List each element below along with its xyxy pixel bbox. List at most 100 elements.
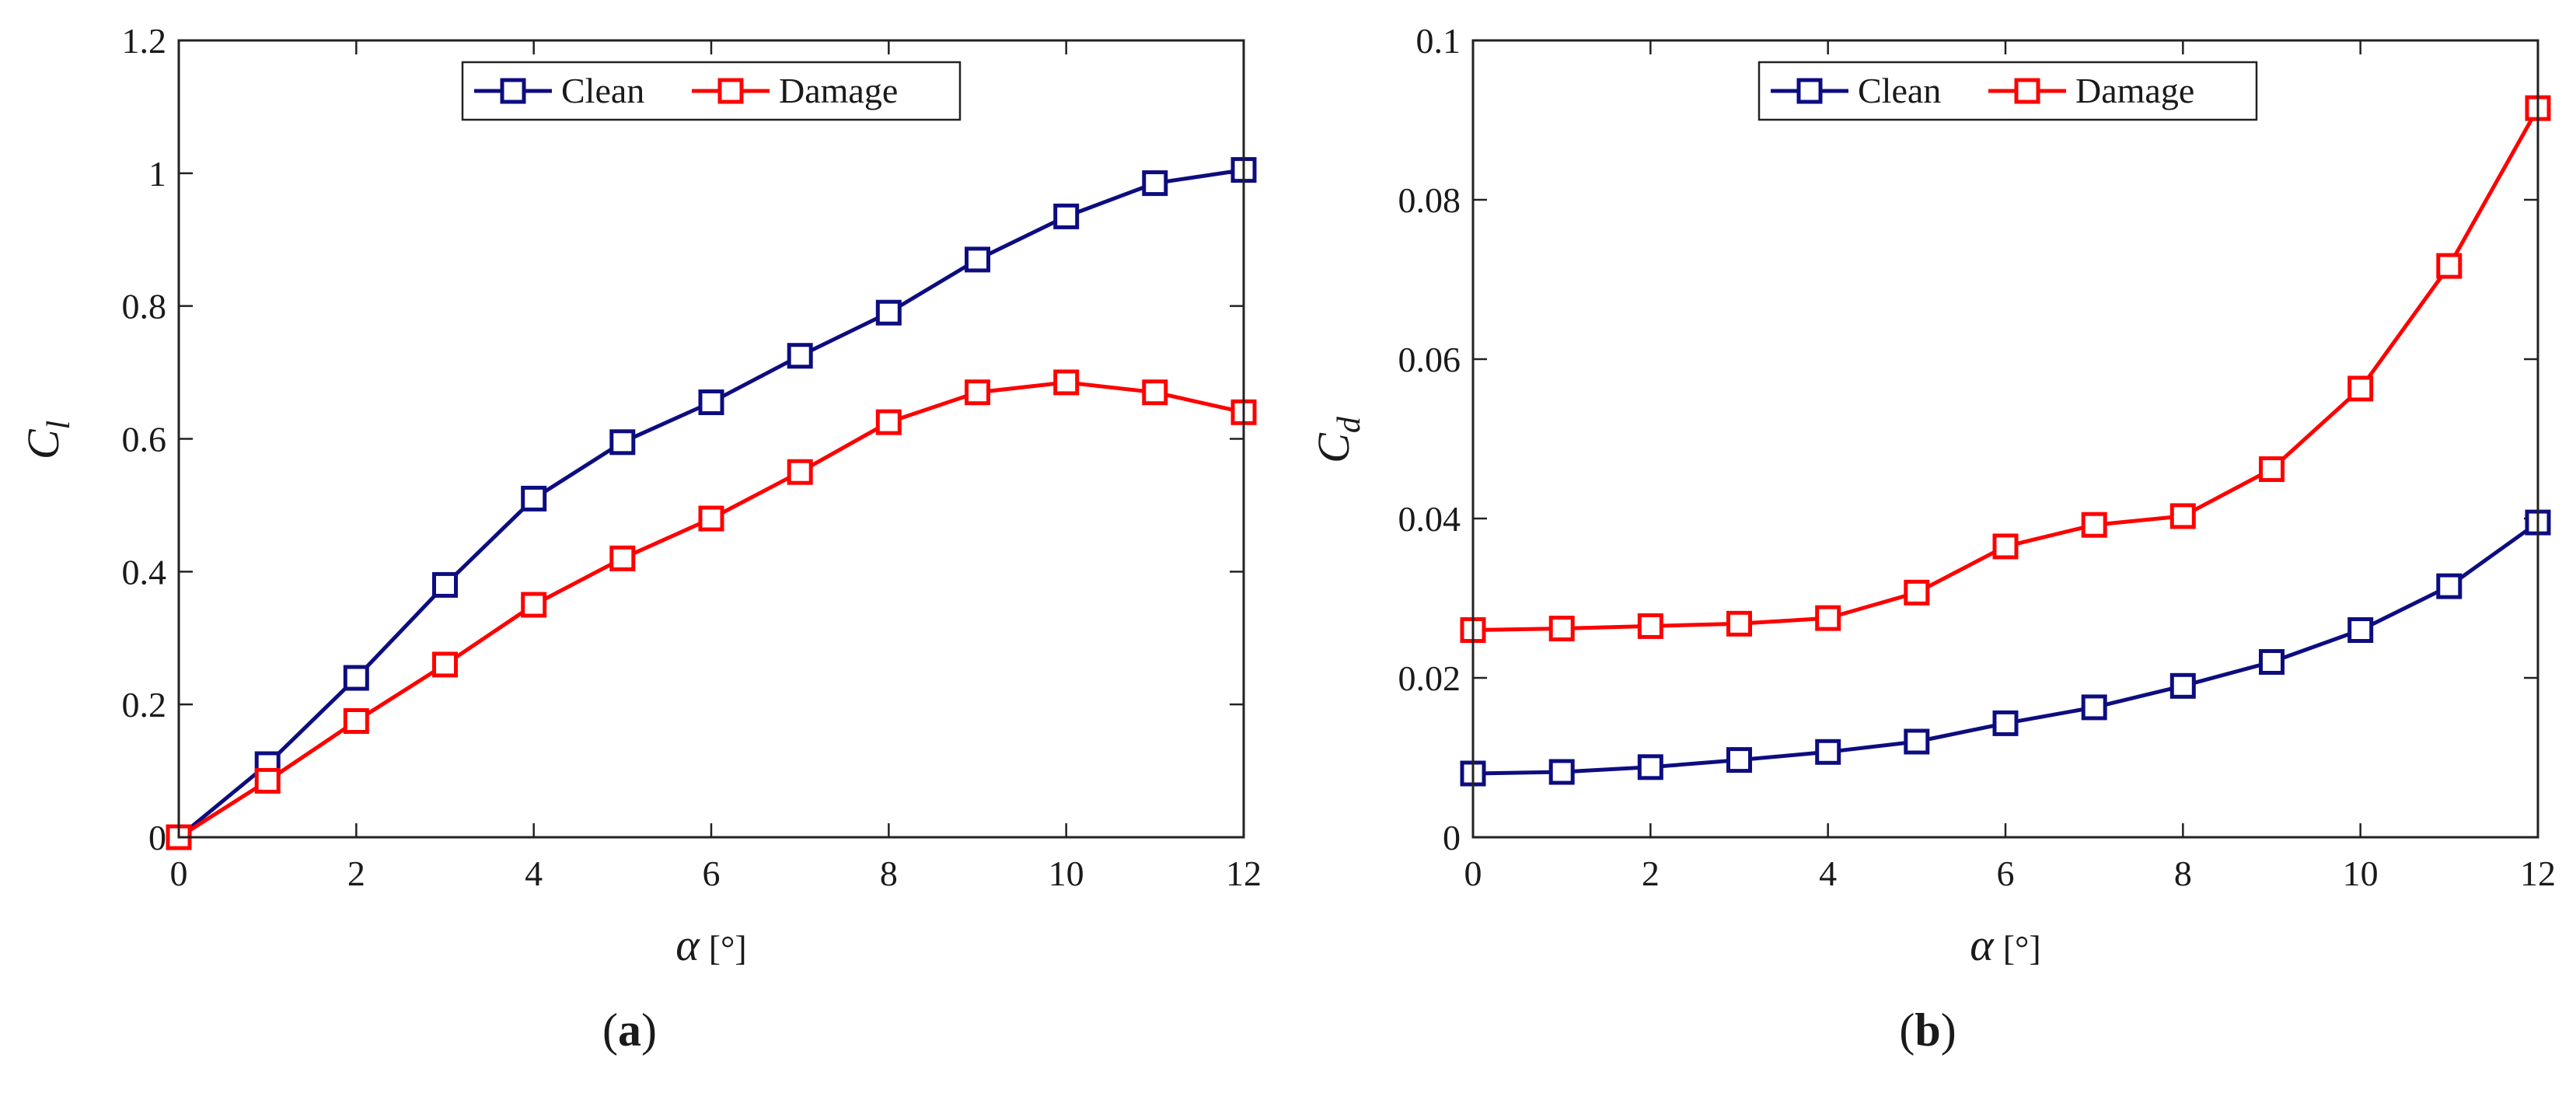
caption-open-a: ( [602,1004,618,1056]
data-point-clean-a [698,389,724,415]
x-tick-label-a: 8 [880,854,898,893]
series-line-damage-a [177,380,1244,840]
x-tick-label-b: 4 [1819,854,1837,893]
data-point-clean-a [965,246,990,273]
data-point-clean-a [1053,203,1080,229]
y-axis-title-b: Cd [1308,416,1367,463]
x-tick-label-a: 4 [525,854,543,893]
caption-letter-a: a [618,1004,641,1056]
data-point-damage-b [1548,616,1575,641]
y-tick-label-b: 0.06 [1398,340,1461,379]
plot-area-a: 0 2 4 6 8 10 12 0 0.2 0.4 0.6 0.8 1 1.2 [122,21,1262,893]
data-point-damage-b [2259,456,2285,482]
data-point-clean-a [343,665,369,691]
data-point-clean-b [1548,759,1575,785]
data-point-clean-b [1815,739,1841,765]
series-line-clean-a [177,168,1244,839]
y-axis-subscript-b: d [1332,416,1367,433]
x-tick-label-b: 2 [1642,854,1660,893]
legend-label-damage-b: Damage [2075,71,2194,110]
data-point-clean-a [1142,170,1168,197]
caption-open-b: ( [1899,1004,1915,1056]
panel-caption-b: (b) [1899,1004,1956,1056]
legend-b: Clean Damage [1757,61,2258,121]
chart-panel-a: 0 2 4 6 8 10 12 0 0.2 0.4 0.6 0.8 1 1.2 Cl α [°] Clean… [18,21,1262,1056]
data-point-clean-b [1992,710,2019,736]
caption-letter-b: b [1915,1004,1940,1056]
legend-label-damage-a: Damage [779,71,898,110]
data-point-damage-a [965,379,990,406]
data-point-damage-a [609,545,636,571]
data-point-clean-b [2259,649,2285,675]
x-tick-label-b: 12 [2520,854,2556,893]
y-axis-symbol-a: C [18,428,68,459]
x-tick-label-b: 6 [1997,854,2015,893]
data-point-damage-a [521,592,547,618]
y-tick-label-a: 0.6 [122,420,167,459]
data-point-clean-b [1637,754,1663,780]
y-tick-label-b: 0.08 [1398,180,1461,220]
data-point-clean-a [609,429,636,456]
x-tick-label-b: 8 [2174,854,2192,893]
x-axis-symbol-a: α [675,920,700,970]
x-tick-label-b: 0 [1464,854,1482,893]
x-tick-label-b: 10 [2343,854,2379,893]
y-tick-label-a: 1 [148,154,166,194]
legend-marker-damage-b [2014,78,2040,104]
y-axis-title-a: Cl [18,421,77,459]
legend-label-clean-b: Clean [1858,71,1941,110]
data-point-clean-b [2081,694,2107,721]
data-point-damage-b [2081,512,2107,538]
x-axis-unit-b: [°] [2003,928,2041,968]
data-point-clean-a [787,343,813,369]
x-tick-label-a: 2 [347,854,365,893]
y-tick-label-b: 0.04 [1398,499,1461,539]
data-point-damage-b [1637,613,1663,639]
y-axis-subscript-a: l [41,421,77,430]
y-tick-label-a: 0 [148,818,166,857]
x-axis-unit-a: [°] [709,928,747,968]
data-point-damage-a [432,651,458,678]
data-point-clean-a [875,299,902,326]
y-tick-label-a: 0.8 [122,287,167,327]
caption-close-a: ) [641,1004,657,1056]
chart-panel-b: 0 2 4 6 8 10 12 0 0.02 0.04 0.06 0.08 0.1 Cd α [°] Cl… [1308,21,2556,1056]
legend-label-clean-a: Clean [561,71,644,110]
data-point-clean-a [521,485,547,512]
plot-frame-b [1471,39,2539,839]
x-tick-label-a: 0 [170,854,188,893]
data-point-damage-b [1815,605,1841,631]
caption-close-b: ) [1941,1004,1956,1056]
data-point-clean-a [432,571,458,598]
data-point-damage-a [875,409,902,435]
data-point-damage-b [2347,375,2374,402]
data-point-clean-b [1726,747,1752,773]
y-tick-label-b: 0 [1443,818,1461,857]
data-point-clean-b [2169,672,2196,699]
y-tick-label-b: 0.1 [1416,21,1461,61]
data-point-clean-b [1904,728,1930,755]
data-point-damage-b [1726,610,1752,637]
y-tick-label-b: 0.02 [1398,658,1461,698]
data-point-damage-b [1904,579,1930,606]
x-tick-label-a: 10 [1049,854,1084,893]
plot-area-b: 0 2 4 6 8 10 12 0 0.02 0.04 0.06 0.08 0.1 [1398,21,2557,893]
x-axis-title-b: α [°] [1970,920,2041,970]
x-tick-label-a: 6 [703,854,721,893]
data-point-damage-a [1053,369,1080,396]
data-point-damage-b [2169,503,2196,529]
plot-frame-a [177,39,1245,839]
y-tick-label-a: 0.4 [122,552,167,592]
data-point-clean-b [2436,573,2463,599]
y-tick-label-a: 1.2 [122,21,167,61]
data-point-damage-b [1992,533,2019,560]
y-tick-label-a: 0.2 [122,685,167,725]
data-point-damage-a [698,505,724,532]
panel-caption-a: (a) [602,1004,657,1056]
x-axis-title-a: α [°] [675,920,747,970]
data-point-clean-b [2347,617,2374,643]
legend-marker-damage-a [717,78,744,104]
x-axis-symbol-b: α [1970,920,1995,970]
data-point-damage-a [254,767,281,794]
